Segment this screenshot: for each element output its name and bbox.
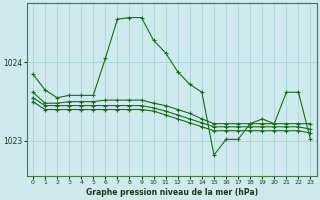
X-axis label: Graphe pression niveau de la mer (hPa): Graphe pression niveau de la mer (hPa): [86, 188, 258, 197]
